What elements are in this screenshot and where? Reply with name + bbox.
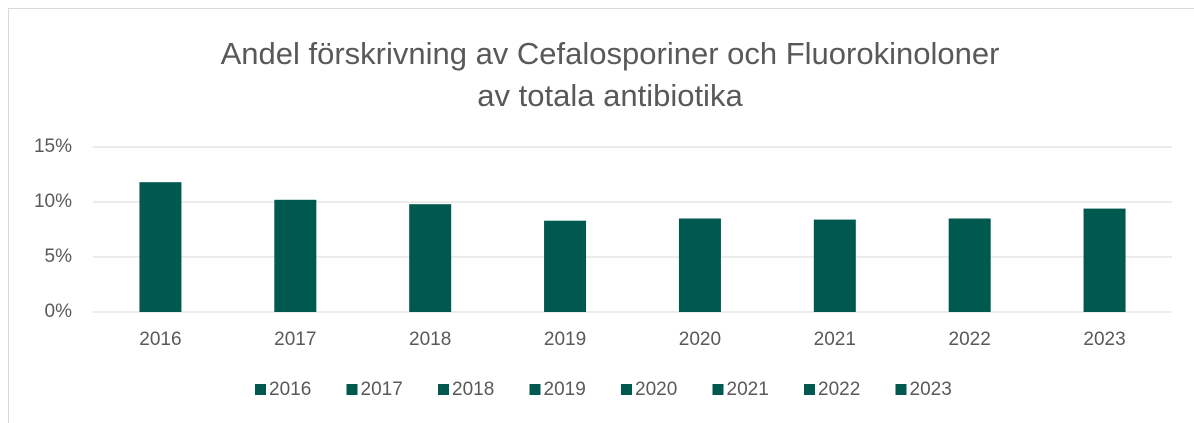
- y-tick-label: 5%: [45, 246, 73, 267]
- x-tick-label: 2016: [139, 329, 181, 350]
- legend-swatch: [438, 384, 449, 395]
- legend-label: 2021: [727, 379, 769, 400]
- x-tick-label: 2022: [949, 329, 991, 350]
- chart-title: av totala antibiotika: [477, 78, 743, 113]
- x-tick-label: 2019: [544, 329, 586, 350]
- x-tick-label: 2020: [679, 329, 721, 350]
- legend-label: 2017: [361, 379, 403, 400]
- legend-label: 2020: [635, 379, 677, 400]
- y-tick-label: 10%: [34, 191, 72, 212]
- bar: [813, 219, 856, 312]
- legend-label: 2023: [910, 379, 952, 400]
- legend-label: 2019: [544, 379, 586, 400]
- bar: [274, 199, 317, 312]
- bar: [139, 182, 182, 312]
- x-tick-label: 2021: [814, 329, 856, 350]
- legend-swatch: [255, 384, 266, 395]
- legend-label: 2018: [452, 379, 494, 400]
- bar: [948, 218, 991, 312]
- x-tick-label: 2018: [409, 329, 451, 350]
- bar: [1083, 208, 1126, 312]
- y-tick-label: 15%: [34, 136, 72, 157]
- y-tick-label: 0%: [45, 301, 73, 322]
- legend-swatch: [712, 384, 724, 395]
- legend-swatch: [529, 384, 541, 395]
- bar: [544, 220, 587, 312]
- legend-label: 2022: [818, 379, 860, 400]
- chart-title: Andel förskrivning av Cefalosporiner och…: [221, 36, 1000, 71]
- x-tick-label: 2017: [274, 329, 316, 350]
- legend-label: 2016: [269, 379, 311, 400]
- bar: [678, 218, 721, 312]
- legend-swatch: [804, 384, 815, 395]
- legend-swatch: [346, 384, 358, 395]
- chart-border: [8, 8, 1194, 423]
- legend-swatch: [895, 384, 907, 395]
- legend-swatch: [621, 384, 632, 395]
- x-tick-label: 2023: [1083, 329, 1125, 350]
- bar: [409, 204, 452, 312]
